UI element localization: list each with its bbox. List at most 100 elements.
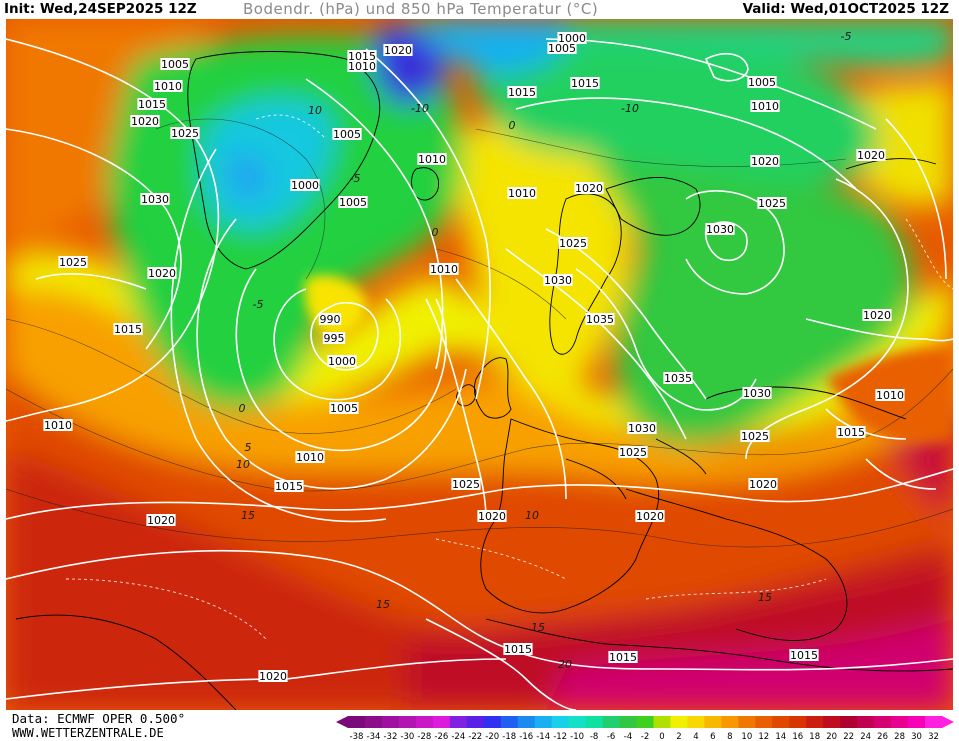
- isotherm-label-text: 20: [558, 658, 572, 671]
- isobar-label-text: 1010: [876, 389, 904, 402]
- isobar-label: 1025: [170, 127, 200, 140]
- legend-color-box: [364, 716, 383, 728]
- isobar-label: 1000: [557, 32, 587, 45]
- isobar-label-text: 1015: [609, 651, 637, 664]
- isobar-label-text: 990: [320, 313, 341, 326]
- coastlines: [15, 51, 953, 710]
- legend-tick-label: 32: [928, 732, 939, 741]
- legend-color-box: [653, 716, 671, 728]
- isobar-label-text: 1010: [296, 451, 324, 464]
- isobar-label: 1025: [618, 446, 648, 459]
- isobar-label: 1010: [875, 389, 905, 402]
- isobar-label: 1000: [290, 179, 320, 192]
- isobar-label-text: 1030: [743, 387, 771, 400]
- legend-color-box: [500, 716, 519, 728]
- legend-color-box: [381, 716, 400, 728]
- legend-color-box: [840, 716, 858, 728]
- legend-tick-label: 8: [727, 732, 732, 741]
- isobar-label-text: 1020: [575, 182, 603, 195]
- isotherm-label-text: 15: [758, 591, 772, 604]
- legend-tick-label: 30: [911, 732, 922, 741]
- legend-color-box: [925, 716, 943, 728]
- isobar-label: 1010: [43, 419, 73, 432]
- legend-tick-label: -30: [400, 732, 414, 741]
- isobar-label-text: 1020: [863, 309, 891, 322]
- isobar-label-text: 1010: [44, 419, 72, 432]
- isobar-lines: [6, 38, 953, 710]
- isobar-label-text: 1005: [161, 58, 189, 71]
- legend-tick-label: -10: [570, 732, 584, 741]
- isotherm-label-text: 15: [241, 509, 255, 522]
- isobar-label: 1025: [558, 237, 588, 250]
- isobar-label: 1035: [585, 313, 615, 326]
- isobar-label-text: 1010: [348, 60, 376, 73]
- isobar-label: 1020: [574, 182, 604, 195]
- isobar-label-text: 1035: [586, 313, 614, 326]
- legend-tick-label: -24: [451, 732, 465, 741]
- legend-color-box: [432, 716, 451, 728]
- isobar-label: 1010: [507, 187, 537, 200]
- isobar-label-text: 1030: [544, 274, 572, 287]
- isotherm-label-text: 10: [308, 104, 322, 117]
- legend-color-box: [755, 716, 773, 728]
- isobar-label-text: 1025: [59, 256, 87, 269]
- isobar-label: 1030: [742, 387, 772, 400]
- isobar-label: 1015: [570, 77, 600, 90]
- legend-tick-label: -14: [536, 732, 550, 741]
- isobar-label: 1030: [140, 193, 170, 206]
- valid-time: Valid: Wed,01OCT2025 12Z: [742, 1, 949, 17]
- legend-tick-label: 28: [894, 732, 905, 741]
- isobar-label-text: 1025: [758, 197, 786, 210]
- isobar-label: 1000: [327, 355, 357, 368]
- legend-tick-label: -34: [367, 732, 381, 741]
- legend-color-box: [636, 716, 654, 728]
- legend-color-boxes: [336, 716, 954, 728]
- legend-tick-label: -28: [417, 732, 431, 741]
- isobar-label-text: 1010: [430, 263, 458, 276]
- legend-arrow-left: [336, 716, 348, 728]
- isotherm-label-text: 0: [239, 402, 246, 415]
- isobar-label: 1020: [856, 149, 886, 162]
- isotherm-label-text: -5: [253, 298, 264, 311]
- isotherm-label-text: -5: [841, 30, 852, 43]
- legend-color-box: [738, 716, 756, 728]
- legend-color-box: [551, 716, 570, 728]
- legend-color-box: [789, 716, 807, 728]
- legend-tick-label: -18: [502, 732, 516, 741]
- isobar-label-text: 1025: [741, 430, 769, 443]
- isobar-label-text: 1020: [749, 478, 777, 491]
- isotherm-label-text: 15: [376, 598, 390, 611]
- legend-tick-label: -38: [350, 732, 364, 741]
- isobar-label: 1025: [58, 256, 88, 269]
- legend-tick-label: -6: [607, 732, 615, 741]
- legend-tick-label: 26: [877, 732, 888, 741]
- legend-tick-label: 0: [659, 732, 664, 741]
- isotherm-label-text: 15: [531, 621, 545, 634]
- isobar-label-text: 1020: [478, 510, 506, 523]
- init-time: Init: Wed,24SEP2025 12Z: [4, 1, 197, 17]
- legend-tick-label: 22: [843, 732, 854, 741]
- isotherm-label-text: 10: [236, 458, 250, 471]
- legend-color-box: [704, 716, 722, 728]
- isobar-label-text: 1015: [837, 426, 865, 439]
- legend-tick-label: -20: [485, 732, 499, 741]
- isotherm-label-text: 0: [432, 226, 439, 239]
- isobar-label: 1020: [748, 478, 778, 491]
- legend-color-box: [602, 716, 621, 728]
- isobar-label: 1015: [503, 643, 533, 656]
- isotherm-label-text: -5: [350, 172, 361, 185]
- isobar-label: 1015: [113, 323, 143, 336]
- isobar-label: 1020: [383, 44, 413, 57]
- isobar-label-text: 1030: [141, 193, 169, 206]
- isotherm-label-text: 0: [509, 119, 516, 132]
- map-panel: 1020101510101005101010151020102510001005…: [6, 19, 953, 710]
- isobar-label: 1005: [332, 128, 362, 141]
- isobar-label: 995: [322, 332, 346, 345]
- isobar-label-text: 1020: [148, 267, 176, 280]
- isobar-label: 1005: [160, 58, 190, 71]
- isobar-label: 1010: [153, 80, 183, 93]
- isobar-label-text: 1010: [751, 100, 779, 113]
- isobar-label-text: 1010: [418, 153, 446, 166]
- legend-color-box: [466, 716, 485, 728]
